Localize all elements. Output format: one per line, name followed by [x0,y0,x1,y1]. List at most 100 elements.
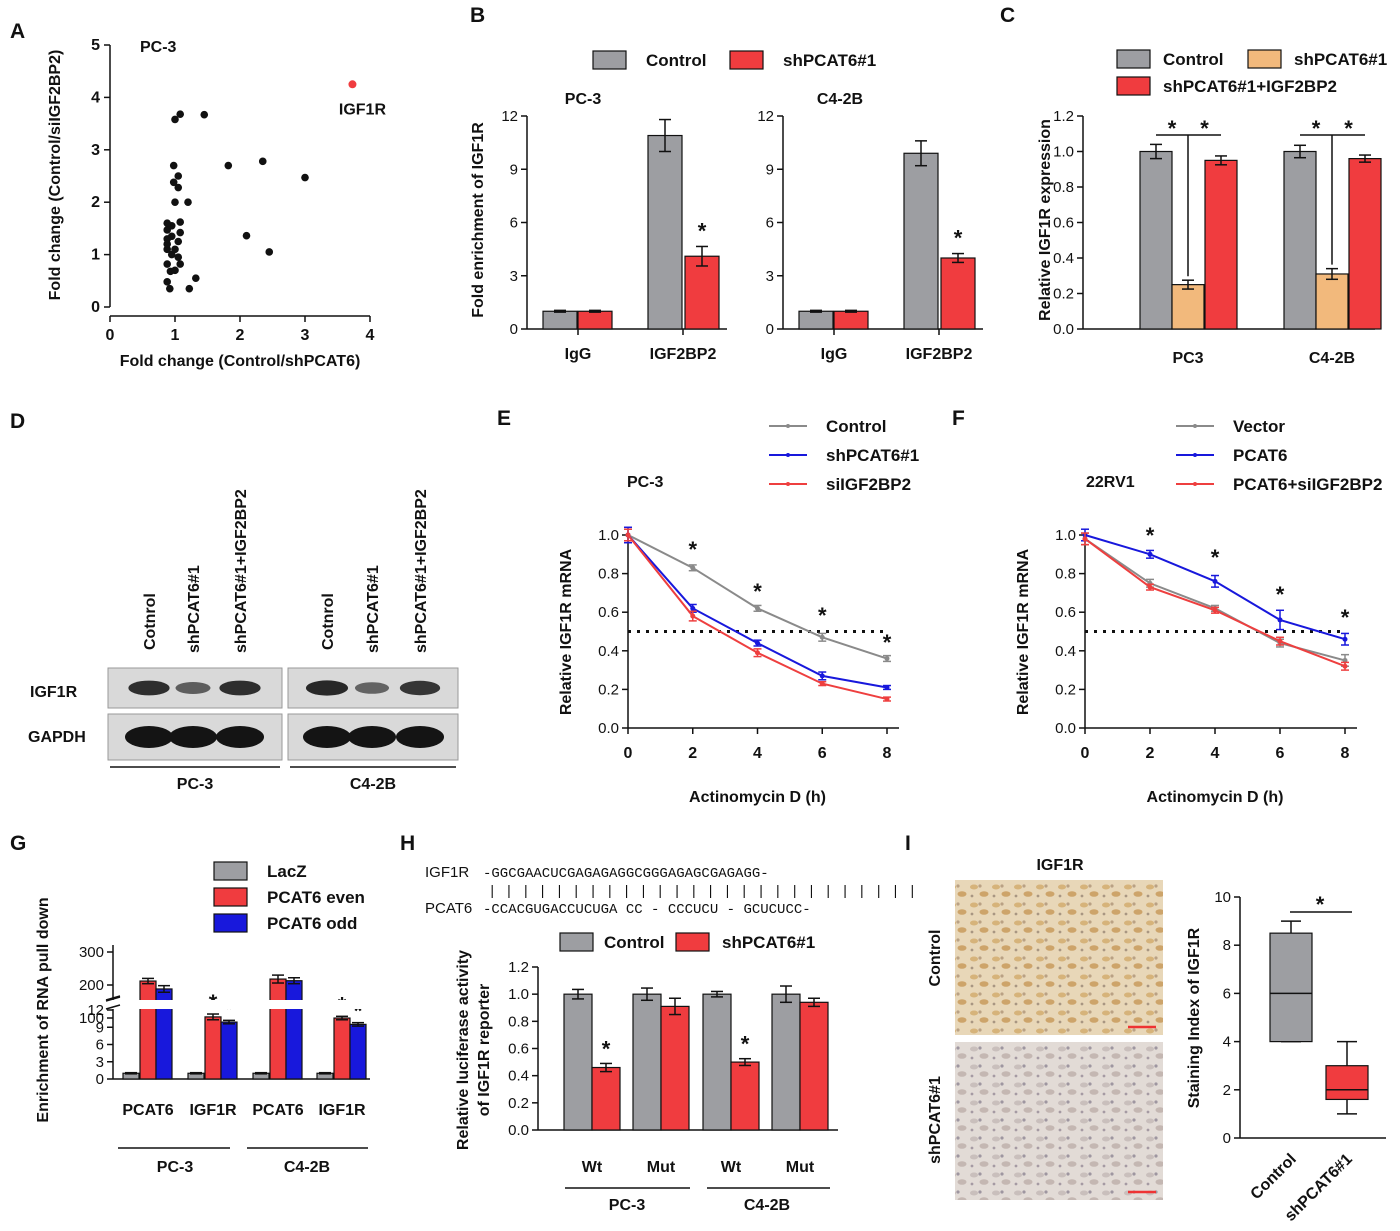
a-x-tick-label: 3 [301,327,310,344]
e-x-tick-label: 2 [688,745,697,762]
i-y-label: Staining Index of IGF1R [1186,927,1203,1108]
a-y-tick-label: 4 [91,89,100,106]
f-x-tick-label: 0 [1081,745,1090,762]
h-seq-row-label: IGF1R [425,864,469,881]
b-y-tick-label: 12 [757,108,774,125]
a-highlight-label: IGF1R [339,101,387,118]
d-lane-label: shPCAT6#1 [186,565,203,653]
b-legend-label: shPCAT6#1 [783,51,876,70]
a-point [169,161,178,170]
g-y-tick-label: 0 [96,1071,104,1088]
a-point [163,219,171,227]
b-category-label: IgG [565,346,592,363]
d-lane-label: shPCAT6#1+IGF2BP2 [233,489,250,653]
panel-label-B: B [470,4,485,27]
b-y-tick-label: 0 [510,321,518,338]
b-y-tick-label: 9 [510,161,518,178]
h-y-tick-label: 1.0 [508,986,529,1003]
c-bar [1171,284,1205,330]
a-y-tick-label: 5 [91,37,100,54]
a-highlight-point [348,80,357,89]
b-bar-sh [940,257,976,330]
b-y-tick-label: 6 [766,215,774,232]
h-bar [563,993,593,1131]
e-star: * [883,630,892,655]
h-bar [660,1005,690,1131]
d-band-igf1r [128,680,170,696]
panel-label-C: C [1000,4,1015,27]
b-bar-control [903,152,939,330]
a-point [176,218,184,226]
d-lane-label: Cotnrol [142,593,159,650]
d-group-label: PC-3 [177,776,214,793]
d-lane-label: shPCAT6#1 [365,565,382,653]
a-point [258,157,267,166]
a-point [163,260,171,268]
f-x-tick-label: 6 [1276,745,1285,762]
g-bar [333,1017,351,1080]
a-point [163,278,171,286]
a-y-tick-label: 0 [91,299,100,316]
e-star: * [818,603,827,628]
g-bar [349,1023,367,1080]
b-category-label: IgG [821,346,848,363]
b-bar-sh [684,255,720,330]
h-seq-bottom: -CCACGUGACCUCUGA CC - CCCUCU - GCUCUCC- [483,902,811,918]
i-row-label: Control [927,930,944,987]
h-legend-swatch [675,932,710,952]
c-star: * [1200,116,1209,141]
h-star: * [741,1032,750,1057]
a-x-tick-label: 2 [236,327,245,344]
h-category-label: Mut [786,1159,815,1176]
a-title: PC-3 [140,39,177,56]
g-y-tick-label: 9 [96,1019,104,1036]
i-image-control [955,880,1163,1035]
h-seq-top: -GGCGAACUCGAGAGAGGCGGGAGAGCGAGAGG- [483,866,769,882]
a-point [301,173,309,182]
a-x-tick-label: 4 [366,327,375,344]
a-x-tick-label: 0 [106,327,115,344]
g-bar [285,980,303,1080]
h-bar [771,993,801,1131]
a-point [171,245,179,254]
a-point [174,172,183,180]
g-legend-label: LacZ [267,862,307,881]
h-seq-bars: | | | | | | | | | | | | | | | | | | | | … [488,884,916,900]
d-lane-label: shPCAT6#1+IGF2BP2 [413,489,430,653]
e-legend-label: shPCAT6#1 [826,446,919,465]
f-legend-marker [1193,453,1197,457]
a-point [174,237,183,246]
c-y-tick-label: 0.4 [1053,250,1074,267]
c-y-tick-label: 1.0 [1053,144,1074,161]
e-title: PC-3 [627,474,664,491]
a-x-tick-label: 1 [171,327,180,344]
e-y-tick-label: 1.0 [598,527,619,544]
h-bar [799,1001,829,1131]
c-legend-swatch [1116,49,1151,69]
a-y-label: Fold change (Control/siIGF2BP2) [47,50,64,301]
g-category-label: IGF1R [318,1102,366,1119]
a-x-label: Fold change (Control/shPCAT6) [120,353,361,370]
c-legend-label: Control [1163,50,1223,69]
e-series-line [627,534,888,701]
a-point [171,115,179,124]
panel-label-A: A [10,20,25,43]
g-y-tick-label: 6 [96,1037,104,1054]
e-y-tick-label: 0.8 [598,566,619,583]
h-bar [730,1061,760,1131]
h-legend-swatch [559,932,594,952]
h-y-label: Relative luciferase activity [455,950,472,1150]
b-y-tick-label: 9 [766,161,774,178]
i-y-tick-label: 10 [1214,889,1231,906]
a-point [166,284,174,293]
a-point [169,178,178,187]
b-y-tick-label: 6 [510,215,518,232]
a-point [163,240,171,248]
a-point [176,110,184,118]
e-x-label: Actinomycin D (h) [689,789,826,806]
h-y-label: of IGF1R reporter [476,984,493,1116]
panel-label-F: F [952,407,965,430]
g-category-label: IGF1R [189,1102,237,1119]
b-category-label: IGF2BP2 [906,346,973,363]
b-star: * [954,226,963,251]
